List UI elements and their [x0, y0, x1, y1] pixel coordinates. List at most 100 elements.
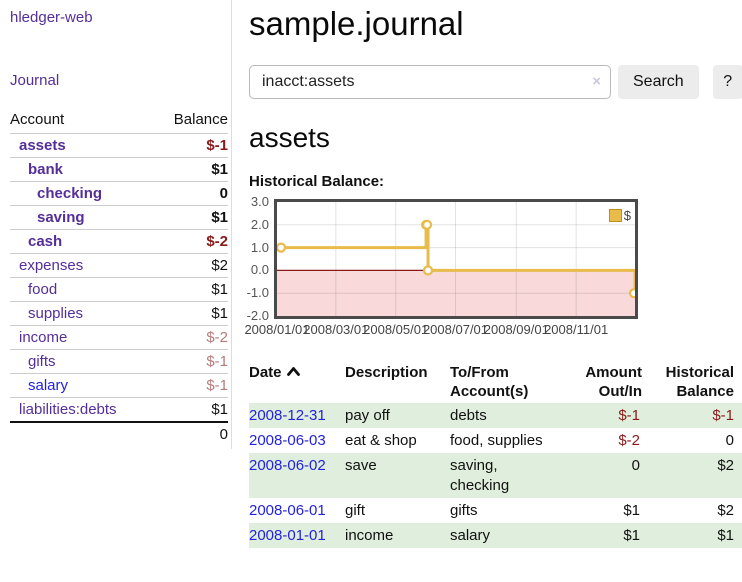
search-bar: × Search ? — [249, 65, 742, 99]
transaction-row: 2008-06-02 save saving, checking 0 $2 — [249, 453, 742, 498]
account-balance: $1 — [211, 209, 228, 226]
account-heading: assets — [249, 122, 330, 153]
register-header-row: Date Description To/From Account(s) Amou… — [249, 361, 742, 403]
account-link[interactable]: checking — [37, 185, 103, 202]
legend-swatch-icon — [608, 209, 622, 222]
transaction-amount: 0 — [631, 457, 640, 474]
accounts-total-row: 0 — [10, 422, 228, 447]
transaction-description: pay off — [345, 407, 390, 424]
x-axis-tick-label: 2008/05/01 — [363, 322, 429, 337]
account-row: assets $-1 — [10, 133, 228, 158]
search-input[interactable] — [249, 65, 611, 99]
account-balance: $-1 — [206, 353, 228, 370]
y-axis-tick-label: -1.0 — [246, 285, 269, 301]
transaction-date-link[interactable]: 2008-01-01 — [249, 527, 326, 544]
x-axis-tick-label: 2008/11/01 — [544, 322, 609, 337]
transaction-row: 2008-01-01 income salary $1 $1 — [249, 523, 742, 548]
transaction-description: gift — [345, 502, 366, 519]
account-balance: $-1 — [206, 137, 228, 154]
help-button[interactable]: ? — [712, 65, 742, 99]
x-axis-tick-label: 2008/01/01 — [244, 322, 310, 337]
account-link[interactable]: gifts — [28, 353, 56, 370]
historical-balance-chart: $ 3.0 2.0 1.0 0.0 -1.0 -2.0 2008/01/01 2008/03/… — [244, 195, 649, 341]
search-field-wrap: × — [249, 65, 611, 99]
transaction-row: 2008-06-01 gift gifts $1 $2 — [249, 498, 742, 523]
account-link[interactable]: salary — [28, 377, 69, 394]
account-row: bank $1 — [10, 157, 228, 182]
register-header-accounts: To/From Account(s) — [450, 364, 529, 400]
sidebar-item-journal[interactable]: Journal — [10, 72, 60, 89]
transaction-row: 2008-06-03 eat & shop food, supplies $-2 0 — [249, 428, 742, 453]
register-header-date[interactable]: Date — [249, 361, 345, 403]
account-row: saving $1 — [10, 205, 228, 230]
transaction-amount: $-2 — [618, 432, 640, 449]
sort-ascending-icon — [286, 363, 301, 382]
accounts-table: Account Balance assets $-1 bank $1 checking 0… — [10, 109, 228, 447]
transaction-accounts: debts — [450, 407, 487, 424]
account-link[interactable]: liabilities:debts — [19, 401, 117, 418]
y-axis-tick-label: 3.0 — [250, 194, 269, 209]
account-link[interactable]: income — [19, 329, 68, 346]
account-link[interactable]: expenses — [19, 257, 84, 274]
account-link[interactable]: supplies — [28, 305, 84, 322]
accounts-table-header: Account Balance — [10, 109, 228, 134]
legend-label: $ — [623, 208, 631, 223]
y-axis-tick-label: -2.0 — [246, 308, 269, 323]
account-row: food $1 — [10, 277, 228, 302]
account-row: checking 0 — [10, 181, 228, 206]
transaction-description: income — [345, 527, 394, 544]
chart-plot-area: $ — [274, 199, 638, 319]
account-link[interactable]: food — [28, 281, 58, 298]
chart-heading: Historical Balance: — [249, 173, 385, 190]
account-balance: $-1 — [206, 377, 228, 394]
account-balance: $2 — [211, 257, 228, 274]
search-button[interactable]: Search — [618, 65, 699, 99]
transaction-balance: $2 — [717, 502, 734, 519]
account-column-header: Account — [10, 111, 65, 128]
clear-search-icon[interactable]: × — [592, 73, 601, 90]
account-balance: 0 — [219, 185, 228, 202]
register-header-amount: Amount Out/In — [585, 364, 642, 400]
x-axis-tick-label: 2008/07/01 — [422, 322, 489, 337]
y-axis-tick-label: 2.0 — [250, 216, 269, 232]
balance-column-header: Balance — [173, 111, 228, 128]
account-balance: $-2 — [206, 329, 228, 346]
account-balance: $1 — [211, 305, 228, 322]
transaction-accounts: salary — [450, 527, 491, 544]
transaction-date-link[interactable]: 2008-12-31 — [249, 407, 326, 424]
transaction-date-link[interactable]: 2008-06-02 — [249, 457, 326, 474]
account-row: cash $-2 — [10, 229, 228, 254]
transaction-balance: 0 — [725, 432, 734, 449]
transaction-accounts: saving, checking — [450, 457, 510, 494]
transaction-balance: $2 — [717, 457, 734, 474]
account-row: gifts $-1 — [10, 349, 228, 374]
transaction-accounts: gifts — [450, 502, 478, 519]
account-row: income $-2 — [10, 325, 228, 350]
transaction-accounts: food, supplies — [450, 432, 543, 449]
account-link[interactable]: bank — [28, 161, 64, 178]
transaction-date-link[interactable]: 2008-06-03 — [249, 432, 326, 449]
accounts-total: 0 — [219, 426, 228, 443]
main-content: sample.journal × Search ? assets Histori… — [232, 0, 742, 548]
transaction-date-link[interactable]: 2008-06-01 — [249, 502, 326, 519]
register-header-description: Description — [345, 364, 428, 381]
account-link[interactable]: cash — [28, 233, 63, 250]
page: hledger-web Journal Account Balance asse… — [0, 0, 742, 548]
sidebar: hledger-web Journal Account Balance asse… — [0, 0, 232, 449]
transaction-description: save — [345, 457, 377, 474]
register-table: Date Description To/From Account(s) Amou… — [249, 361, 742, 548]
transaction-amount: $-1 — [618, 407, 640, 424]
account-balance: $1 — [211, 281, 228, 298]
account-row: liabilities:debts $1 — [10, 397, 228, 423]
account-link[interactable]: saving — [37, 209, 85, 226]
chart-canvas — [277, 202, 635, 316]
account-link[interactable]: assets — [19, 137, 66, 154]
account-balance: $1 — [211, 401, 228, 418]
account-balance: $1 — [211, 161, 228, 178]
x-axis-tick-label: 2008/09/01 — [483, 322, 549, 337]
page-title: sample.journal — [249, 5, 464, 42]
y-axis-tick-label: 1.0 — [250, 239, 269, 255]
account-row: supplies $1 — [10, 301, 228, 326]
app-title-link[interactable]: hledger-web — [10, 9, 93, 26]
transaction-row: 2008-12-31 pay off debts $-1 $-1 — [249, 403, 742, 428]
